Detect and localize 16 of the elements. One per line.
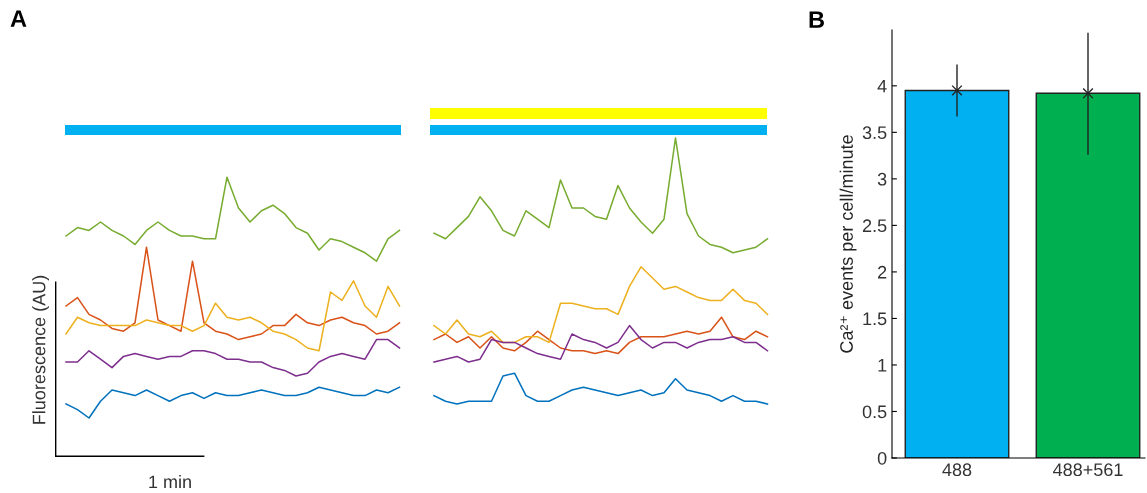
chart-title: B <box>809 11 824 28</box>
y-tick-label: 1 <box>878 359 887 372</box>
chart-title: A <box>10 10 27 27</box>
x-tick-label: 488 <box>942 463 972 477</box>
y-tick-label: 3 <box>877 172 887 186</box>
y-tick-label: 2 <box>878 265 887 279</box>
y-tick-label: 4 <box>877 79 887 93</box>
y-tick-label: 0.5 <box>862 405 887 419</box>
x-tick-label: 488+561 <box>1053 463 1123 477</box>
x-axis-title: 1 min <box>149 475 191 489</box>
y-tick-label: 2.5 <box>862 219 887 233</box>
y-tick-label: 0 <box>877 451 887 465</box>
y-axis-title: Fluorescence (AU) <box>32 275 49 424</box>
y-axis-title: Ca²⁺ events per cell/minute <box>839 135 857 353</box>
y-tick-label: 3.5 <box>862 126 887 140</box>
y-tick-label: 1.5 <box>863 312 887 326</box>
